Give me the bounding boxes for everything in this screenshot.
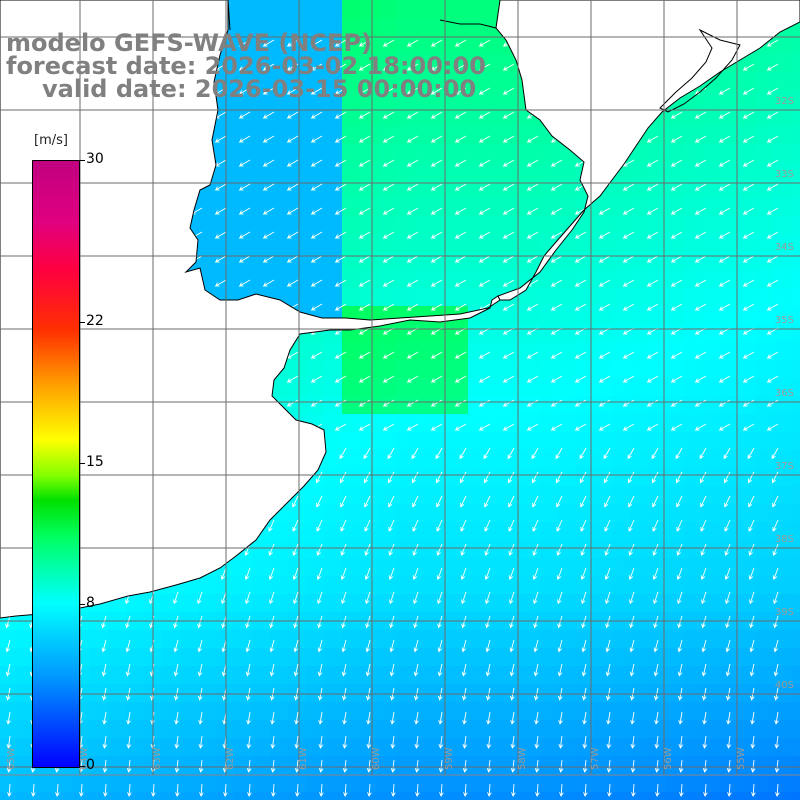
colorbar-tick-label: 8 xyxy=(86,595,95,612)
lat-label: 35S xyxy=(775,315,794,326)
lat-label: 40S xyxy=(775,680,794,691)
lon-label: 60W xyxy=(371,747,382,770)
colorbar-tick-mark xyxy=(79,766,85,767)
land-uruguay-brazil xyxy=(495,0,800,301)
colorbar-unit: [m/s] xyxy=(34,133,68,148)
lon-label: 62W xyxy=(225,747,236,770)
lat-lon-grid xyxy=(0,0,800,776)
lon-label: 63W xyxy=(152,747,163,770)
colorbar-tick-mark xyxy=(79,321,85,323)
land-lagoon-patos xyxy=(659,28,741,113)
country-border xyxy=(227,0,497,31)
colorbar xyxy=(32,160,80,768)
colorbar-tick-label: 15 xyxy=(86,454,104,470)
lon-label: 65W xyxy=(6,747,17,770)
lon-label: 59W xyxy=(444,747,455,770)
land-argentina xyxy=(0,0,501,619)
colorbar-tick-label: 0 xyxy=(86,757,95,773)
longitude-labels: 65W 64W 63W 62W 61W 60W 59W 58W 57W 56W 55W xyxy=(6,747,747,770)
lat-label: 39S xyxy=(775,607,794,618)
lon-label: 57W xyxy=(590,747,601,770)
land-mask xyxy=(0,0,800,619)
lat-label: 36S xyxy=(775,388,794,399)
lat-label: 38S xyxy=(775,534,794,545)
latitude-labels: 32S 33S 34S 35S 36S 37S 38S 39S 40S xyxy=(775,96,794,691)
title-valid-date: valid date: 2026-03-15 00:00:00 xyxy=(42,75,477,103)
colorbar-tick-mark xyxy=(79,160,85,161)
lat-label: 37S xyxy=(775,461,794,472)
lon-label: 61W xyxy=(298,747,309,770)
colorbar-tick-mark xyxy=(79,463,85,464)
colorbar-tick-label: 22 xyxy=(86,312,104,329)
colorbar-tick-mark xyxy=(79,604,85,606)
lat-label: 34S xyxy=(775,242,794,253)
lon-label: 64W xyxy=(79,747,90,770)
lon-label: 55W xyxy=(736,747,747,770)
lat-label: 33S xyxy=(775,169,794,180)
colorbar-tick-label: 30 xyxy=(86,151,104,167)
title-model: modelo GEFS-WAVE (NCEP) xyxy=(6,29,372,57)
lon-label: 56W xyxy=(663,747,674,770)
lat-label: 32S xyxy=(775,96,794,107)
lon-label: 58W xyxy=(517,747,528,770)
title-forecast-date: forecast date: 2026-03-02 18:00:00 xyxy=(6,52,486,80)
